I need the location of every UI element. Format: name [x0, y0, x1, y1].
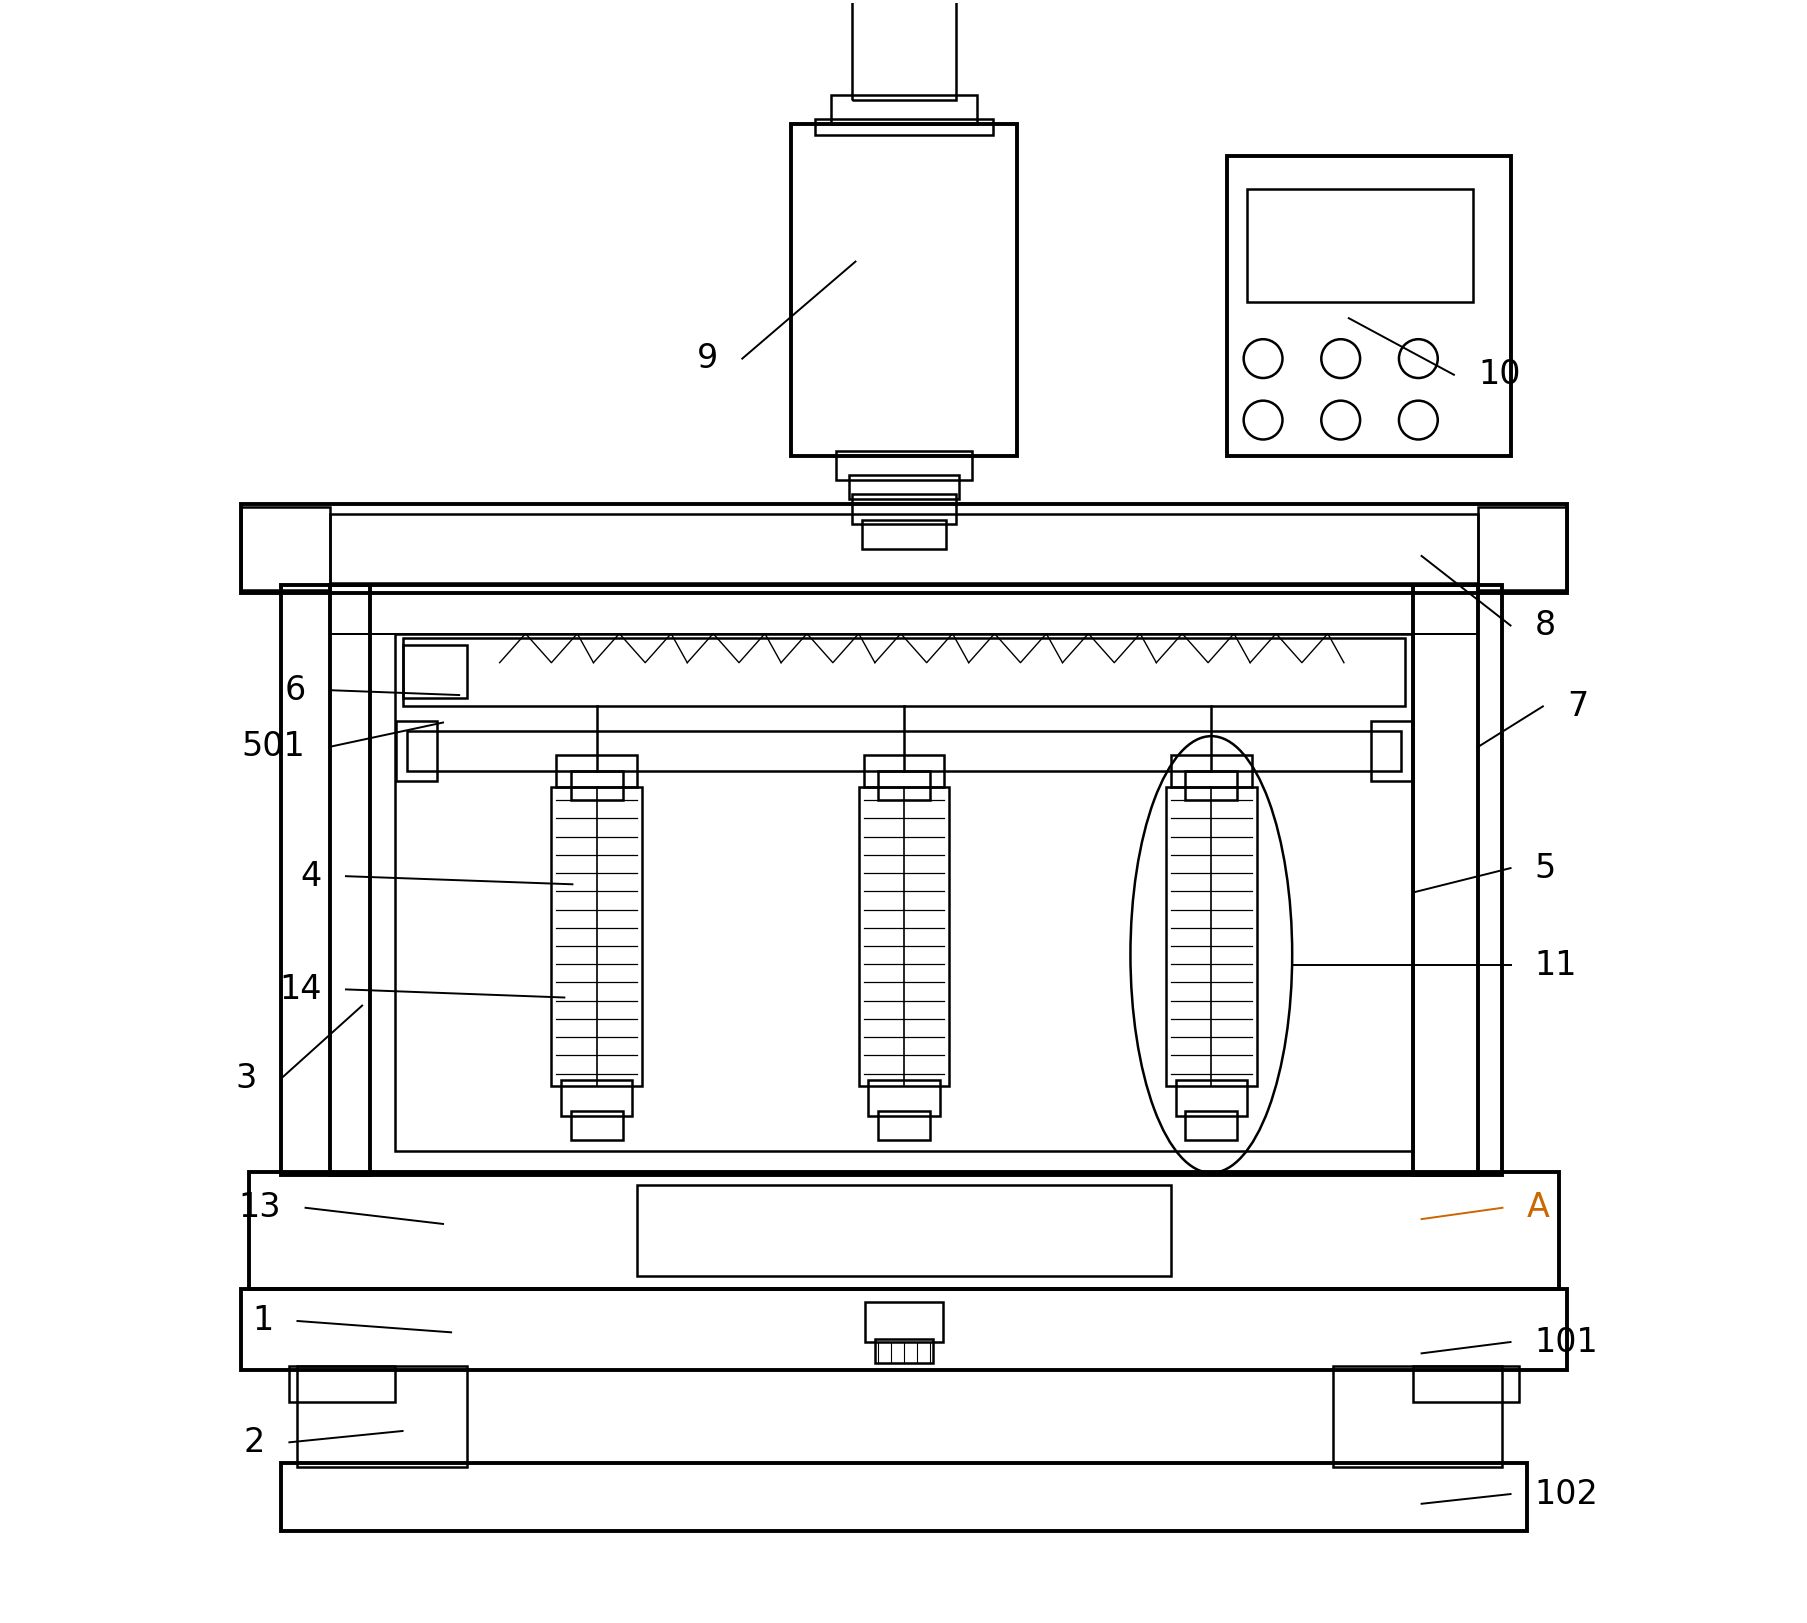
- Text: 2: 2: [244, 1425, 266, 1459]
- Text: 10: 10: [1478, 359, 1520, 391]
- Bar: [557, 755, 636, 787]
- Bar: [849, 476, 958, 500]
- Bar: [240, 508, 329, 589]
- Bar: [1478, 508, 1567, 589]
- Bar: [1227, 156, 1509, 456]
- Bar: [396, 721, 435, 781]
- Text: 7: 7: [1567, 690, 1588, 722]
- Text: 11: 11: [1534, 949, 1576, 982]
- Bar: [858, 787, 949, 1086]
- Bar: [790, 123, 1017, 456]
- Bar: [1185, 771, 1236, 800]
- Bar: [867, 1079, 940, 1115]
- Bar: [551, 787, 641, 1086]
- Bar: [1185, 1110, 1236, 1139]
- Bar: [240, 505, 1567, 592]
- Bar: [1175, 1079, 1247, 1115]
- Bar: [851, 495, 956, 524]
- Bar: [394, 633, 1413, 1151]
- Bar: [815, 118, 992, 135]
- Text: 14: 14: [278, 972, 322, 1006]
- Text: 9: 9: [696, 342, 717, 375]
- Text: 501: 501: [242, 730, 305, 763]
- Bar: [571, 1110, 622, 1139]
- Bar: [851, 0, 956, 101]
- Bar: [249, 1172, 1558, 1289]
- Bar: [875, 1339, 932, 1363]
- Bar: [289, 1367, 394, 1402]
- Bar: [329, 584, 1478, 1175]
- Bar: [878, 1110, 929, 1139]
- Text: 3: 3: [235, 1061, 257, 1096]
- Bar: [298, 1367, 466, 1467]
- Text: 6: 6: [284, 674, 305, 706]
- Bar: [1372, 721, 1411, 781]
- Text: 4: 4: [300, 860, 322, 893]
- Text: 1: 1: [251, 1305, 273, 1337]
- Bar: [1413, 584, 1502, 1175]
- Bar: [1413, 1367, 1518, 1402]
- Bar: [282, 1464, 1525, 1530]
- Bar: [329, 514, 1478, 583]
- Bar: [407, 730, 1400, 771]
- Text: 13: 13: [239, 1191, 282, 1224]
- Bar: [862, 521, 945, 550]
- Bar: [864, 755, 943, 787]
- Bar: [403, 644, 466, 698]
- Bar: [1171, 755, 1250, 787]
- Bar: [282, 584, 370, 1175]
- Bar: [866, 1302, 941, 1342]
- Text: A: A: [1525, 1191, 1549, 1224]
- Text: 8: 8: [1534, 609, 1556, 643]
- Bar: [1332, 1367, 1502, 1467]
- Text: 102: 102: [1534, 1477, 1597, 1511]
- Bar: [878, 771, 929, 800]
- Bar: [1166, 787, 1256, 1086]
- Bar: [835, 451, 972, 480]
- Bar: [240, 1289, 1567, 1370]
- Bar: [571, 771, 622, 800]
- Bar: [1247, 188, 1473, 302]
- Text: 5: 5: [1534, 852, 1556, 885]
- Bar: [636, 1185, 1171, 1276]
- Text: 101: 101: [1534, 1326, 1597, 1358]
- Bar: [831, 96, 976, 123]
- Bar: [560, 1079, 632, 1115]
- Bar: [403, 638, 1404, 706]
